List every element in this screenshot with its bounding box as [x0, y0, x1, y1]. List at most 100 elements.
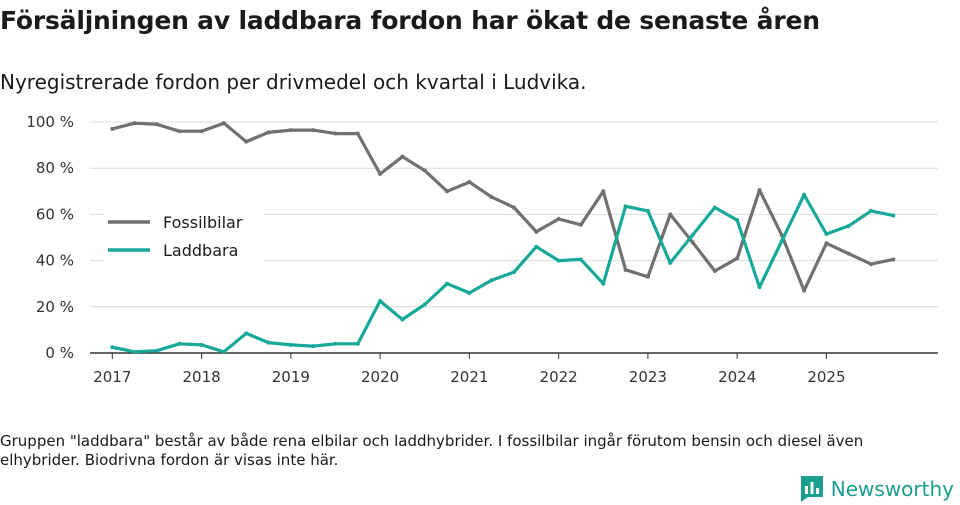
- data-point-fossilbilar[interactable]: [869, 262, 874, 267]
- data-point-fossilbilar[interactable]: [824, 241, 829, 246]
- x-tick-label: 2018: [182, 368, 220, 386]
- data-point-laddbara[interactable]: [489, 278, 494, 283]
- x-tick-label: 2023: [629, 368, 667, 386]
- data-point-fossilbilar[interactable]: [578, 222, 583, 227]
- data-point-laddbara[interactable]: [445, 281, 450, 286]
- data-point-laddbara[interactable]: [846, 223, 851, 228]
- data-point-fossilbilar[interactable]: [467, 180, 472, 185]
- data-point-fossilbilar[interactable]: [221, 121, 226, 126]
- data-point-laddbara[interactable]: [355, 341, 360, 346]
- data-point-laddbara[interactable]: [601, 281, 606, 286]
- data-point-laddbara[interactable]: [824, 232, 829, 237]
- legend-background: [104, 208, 264, 264]
- data-point-laddbara[interactable]: [378, 299, 383, 304]
- newsworthy-logo-icon: [800, 476, 823, 502]
- data-point-fossilbilar[interactable]: [311, 128, 316, 133]
- legend-label-fossilbilar: Fossilbilar: [163, 213, 243, 232]
- y-tick-label: 100 %: [26, 113, 74, 131]
- legend-label-laddbara: Laddbara: [163, 241, 238, 260]
- chart-grid: [90, 121, 938, 308]
- data-point-fossilbilar[interactable]: [534, 229, 539, 234]
- x-tick-label: 2019: [272, 368, 310, 386]
- data-point-fossilbilar[interactable]: [712, 268, 717, 273]
- data-point-laddbara[interactable]: [512, 270, 516, 275]
- data-point-fossilbilar[interactable]: [199, 129, 204, 134]
- data-point-fossilbilar[interactable]: [645, 274, 650, 279]
- chart-title: Försäljningen av laddbara fordon har öka…: [0, 6, 820, 35]
- data-point-laddbara[interactable]: [400, 317, 405, 322]
- data-point-laddbara[interactable]: [266, 340, 271, 345]
- data-point-fossilbilar[interactable]: [288, 128, 293, 133]
- data-point-fossilbilar[interactable]: [690, 240, 695, 245]
- data-point-laddbara[interactable]: [467, 290, 472, 295]
- y-tick-label: 0 %: [45, 344, 74, 362]
- data-point-fossilbilar[interactable]: [757, 188, 762, 193]
- data-point-laddbara[interactable]: [779, 238, 784, 243]
- data-point-laddbara[interactable]: [110, 345, 115, 350]
- y-tick-label: 60 %: [36, 205, 74, 223]
- data-point-fossilbilar[interactable]: [132, 121, 137, 126]
- data-point-fossilbilar[interactable]: [802, 288, 807, 293]
- data-point-fossilbilar[interactable]: [735, 256, 740, 261]
- data-point-laddbara[interactable]: [311, 344, 316, 349]
- data-point-fossilbilar[interactable]: [623, 267, 628, 272]
- data-point-laddbara[interactable]: [244, 331, 249, 336]
- x-tick-label: 2021: [450, 368, 488, 386]
- data-point-laddbara[interactable]: [623, 204, 628, 209]
- data-point-fossilbilar[interactable]: [556, 217, 561, 222]
- data-point-laddbara[interactable]: [757, 285, 762, 290]
- brand-name: Newsworthy: [830, 477, 954, 501]
- data-point-laddbara[interactable]: [556, 258, 561, 263]
- data-point-fossilbilar[interactable]: [400, 154, 405, 159]
- chart-footnote: Gruppen "laddbara" består av både rena e…: [0, 432, 864, 469]
- data-point-laddbara[interactable]: [177, 341, 182, 346]
- data-point-fossilbilar[interactable]: [512, 205, 516, 210]
- series-line-laddbara: [110, 193, 896, 354]
- x-tick-label: 2025: [807, 368, 845, 386]
- data-point-fossilbilar[interactable]: [333, 131, 338, 136]
- data-point-laddbara[interactable]: [333, 341, 338, 346]
- data-point-fossilbilar[interactable]: [445, 189, 450, 194]
- data-point-fossilbilar[interactable]: [244, 139, 249, 144]
- x-tick-label: 2022: [540, 368, 578, 386]
- data-point-laddbara[interactable]: [199, 342, 204, 347]
- data-point-fossilbilar[interactable]: [266, 130, 271, 135]
- series-line-fossilbilar: [110, 121, 896, 293]
- brand-logo[interactable]: Newsworthy: [799, 474, 954, 504]
- data-point-laddbara[interactable]: [891, 213, 896, 218]
- data-point-fossilbilar[interactable]: [154, 122, 159, 127]
- data-point-fossilbilar[interactable]: [489, 195, 494, 200]
- data-point-laddbara[interactable]: [712, 205, 717, 210]
- data-point-laddbara[interactable]: [288, 342, 293, 347]
- data-point-laddbara[interactable]: [154, 348, 159, 353]
- data-point-laddbara[interactable]: [802, 192, 807, 197]
- data-point-laddbara[interactable]: [221, 349, 226, 354]
- data-point-fossilbilar[interactable]: [846, 251, 851, 256]
- data-point-laddbara[interactable]: [132, 349, 137, 354]
- chart-legend: Fossilbilar Laddbara: [104, 208, 264, 264]
- data-point-laddbara[interactable]: [422, 302, 427, 307]
- x-tick-label: 2017: [93, 368, 131, 386]
- data-point-fossilbilar[interactable]: [601, 189, 606, 194]
- line-chart: 0 % 20 % 40 % 60 % 80 % 100 % 2017 2018 2019 2020…: [26, 113, 938, 386]
- data-point-laddbara[interactable]: [668, 260, 673, 265]
- y-tick-label: 40 %: [36, 252, 74, 270]
- data-point-laddbara[interactable]: [534, 244, 539, 249]
- x-tick-label: 2020: [361, 368, 399, 386]
- data-point-laddbara[interactable]: [735, 218, 740, 223]
- data-point-laddbara[interactable]: [645, 208, 650, 213]
- data-point-fossilbilar[interactable]: [355, 131, 360, 136]
- data-point-fossilbilar[interactable]: [378, 171, 383, 176]
- data-point-fossilbilar[interactable]: [422, 168, 427, 173]
- data-point-fossilbilar[interactable]: [177, 129, 182, 134]
- data-point-laddbara[interactable]: [578, 257, 583, 262]
- chart-series: [110, 121, 896, 354]
- data-point-laddbara[interactable]: [869, 208, 874, 213]
- x-tick-label: 2024: [718, 368, 756, 386]
- data-point-fossilbilar[interactable]: [668, 212, 673, 217]
- y-tick-label: 20 %: [36, 298, 74, 316]
- y-tick-label: 80 %: [36, 159, 74, 177]
- data-point-fossilbilar[interactable]: [110, 126, 115, 131]
- data-point-fossilbilar[interactable]: [891, 257, 896, 262]
- data-point-laddbara[interactable]: [690, 233, 695, 238]
